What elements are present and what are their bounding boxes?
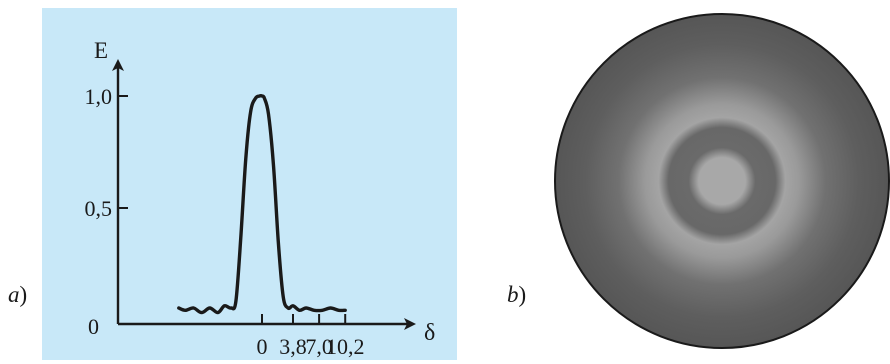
x-tick-label: 10,2 bbox=[326, 334, 365, 359]
panel-b-letter: b bbox=[507, 282, 519, 307]
panel-a-paren: ) bbox=[20, 282, 28, 307]
panel-a-label: a) bbox=[8, 282, 27, 307]
y-tick-label: 1,0 bbox=[85, 84, 113, 109]
x-tick-labels: 0 3,87,010,2 bbox=[257, 334, 365, 359]
panel-b-paren: ) bbox=[519, 282, 527, 307]
plot-background bbox=[42, 8, 457, 360]
x-axis-label: δ bbox=[424, 320, 435, 346]
y-tick-label: 0,5 bbox=[85, 196, 113, 221]
x-tick-label: 7,0 bbox=[305, 334, 333, 359]
series-line bbox=[177, 94, 347, 315]
y-axis-label: E bbox=[94, 38, 108, 63]
x-tick-marks bbox=[261, 314, 347, 324]
x-tick-label: 0 bbox=[257, 334, 268, 359]
diffraction-pattern-disk bbox=[554, 13, 890, 349]
panel-a-letter: a bbox=[8, 282, 20, 307]
panel-b-label: b) bbox=[507, 282, 526, 307]
origin-label: 0 bbox=[88, 314, 99, 339]
x-tick-label: 3,8 bbox=[279, 334, 307, 359]
